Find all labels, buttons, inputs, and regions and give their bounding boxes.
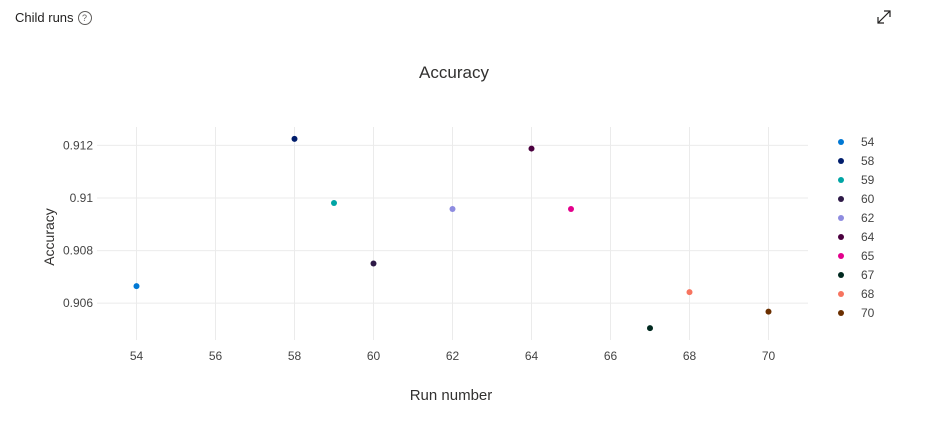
legend-label-64: 64 bbox=[861, 230, 875, 244]
x-tick-label: 62 bbox=[446, 349, 460, 363]
legend-marker-58 bbox=[838, 158, 844, 164]
panel-header: Child runs ? bbox=[15, 8, 92, 26]
y-tick-label: 0.908 bbox=[63, 244, 93, 258]
chart-area: Accuracy 54 56 58 60 62 64 66 68 70 0.906 0.908 0.9… bbox=[0, 40, 928, 427]
axis-ticks: 54 56 58 60 62 64 66 68 70 0.906 0.908 0.91 0.912 bbox=[63, 138, 776, 363]
legend-marker-67 bbox=[838, 272, 844, 278]
legend-label-70: 70 bbox=[861, 306, 875, 320]
legend-label-58: 58 bbox=[861, 154, 875, 168]
x-tick-label: 56 bbox=[209, 349, 223, 363]
legend-marker-59 bbox=[838, 177, 844, 183]
legend-marker-70 bbox=[838, 310, 844, 316]
panel-title: Child runs bbox=[15, 9, 74, 25]
data-point-run-65 bbox=[568, 206, 574, 213]
data-point-run-62 bbox=[449, 206, 456, 213]
data-point-run-60 bbox=[370, 260, 377, 267]
data-point-run-70 bbox=[765, 308, 772, 315]
legend-marker-54 bbox=[838, 139, 844, 145]
legend-label-68: 68 bbox=[861, 287, 875, 301]
legend-marker-60 bbox=[838, 196, 844, 202]
legend-marker-65 bbox=[838, 253, 844, 259]
legend-label-60: 60 bbox=[861, 192, 875, 206]
x-tick-label: 70 bbox=[762, 349, 776, 363]
legend-label-62: 62 bbox=[861, 211, 875, 225]
legend-marker-68 bbox=[838, 291, 844, 297]
legend-label-67: 67 bbox=[861, 268, 875, 282]
y-tick-label: 0.912 bbox=[63, 138, 93, 152]
accuracy-scatter-chart: Accuracy 54 56 58 60 62 64 66 68 70 0.906 0.908 0.9… bbox=[41, 63, 875, 404]
x-tick-label: 66 bbox=[604, 349, 618, 363]
legend-label-65: 65 bbox=[861, 249, 875, 263]
legend-marker-64 bbox=[838, 234, 844, 240]
x-tick-label: 58 bbox=[288, 349, 302, 363]
chart-grid bbox=[97, 127, 808, 340]
data-point-run-64 bbox=[528, 145, 535, 152]
data-point-run-67 bbox=[647, 325, 653, 332]
data-point-run-59 bbox=[331, 199, 337, 206]
chart-title: Accuracy bbox=[419, 63, 489, 82]
data-points bbox=[133, 135, 772, 332]
x-tick-label: 68 bbox=[683, 349, 697, 363]
legend-marker-62 bbox=[838, 215, 844, 221]
legend-label-54: 54 bbox=[861, 135, 875, 149]
legend-label-59: 59 bbox=[861, 173, 875, 187]
data-point-run-68 bbox=[686, 289, 693, 296]
x-tick-label: 60 bbox=[367, 349, 381, 363]
question-circle-icon[interactable]: ? bbox=[77, 10, 92, 25]
data-point-run-54 bbox=[133, 283, 140, 290]
x-tick-label: 54 bbox=[130, 349, 144, 363]
x-axis-label: Run number bbox=[410, 387, 493, 404]
x-tick-label: 64 bbox=[525, 349, 539, 363]
data-point-run-58 bbox=[291, 135, 298, 142]
chart-legend: 54 58 59 60 62 64 65 67 68 70 bbox=[838, 135, 875, 320]
expand-icon[interactable] bbox=[873, 6, 895, 28]
y-tick-label: 0.906 bbox=[63, 296, 93, 310]
y-tick-label: 0.91 bbox=[70, 191, 94, 205]
y-axis-label: Accuracy bbox=[41, 208, 57, 266]
